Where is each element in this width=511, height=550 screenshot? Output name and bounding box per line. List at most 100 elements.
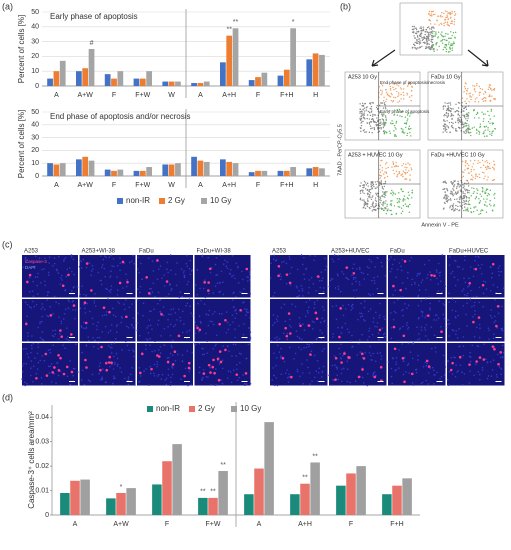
event-dot [389, 209, 391, 212]
event-dot [379, 197, 382, 199]
nucleus [194, 321, 197, 323]
event-dot [475, 128, 478, 131]
event-dot [364, 131, 366, 133]
event-dot [466, 90, 468, 92]
event-dot [478, 85, 480, 88]
event-dot [405, 126, 407, 129]
nucleus [148, 319, 151, 321]
event-dot [478, 131, 481, 133]
nucleus [431, 366, 434, 369]
y-tick-label: 0.01 [35, 487, 49, 494]
nucleus [320, 271, 323, 273]
event-dot [435, 31, 437, 33]
event-dot [375, 187, 377, 190]
event-dot [382, 193, 385, 195]
event-dot [361, 111, 363, 113]
nucleus [170, 313, 172, 316]
event-dot [366, 202, 368, 205]
nucleus [77, 371, 79, 373]
nucleus [441, 254, 444, 256]
nucleus [207, 314, 210, 316]
event-dot [397, 95, 399, 98]
event-dot [455, 103, 457, 106]
event-dot [474, 90, 477, 93]
nucleus [33, 265, 36, 268]
event-dot [475, 113, 478, 116]
nucleus [207, 376, 209, 379]
scale-bar [184, 337, 190, 338]
event-dot [416, 42, 418, 45]
event-dot [473, 191, 475, 193]
event-dot [483, 93, 485, 95]
nucleus [145, 348, 147, 351]
event-dot [444, 180, 446, 182]
event-dot [395, 135, 397, 137]
event-dot [452, 182, 454, 184]
event-dot [390, 204, 392, 207]
nucleus [131, 260, 133, 262]
nucleus [276, 344, 279, 347]
event-dot [479, 126, 481, 129]
event-dot [374, 208, 376, 211]
nucleus [490, 361, 492, 363]
nucleus [53, 262, 56, 265]
nucleus [322, 290, 325, 293]
nucleus [169, 352, 172, 355]
event-dot [393, 96, 395, 99]
nucleus [497, 267, 500, 269]
event-dot [493, 89, 496, 91]
nucleus [346, 277, 349, 280]
nucleus [236, 379, 239, 382]
nucleus [364, 320, 366, 322]
event-dot [489, 87, 492, 90]
nucleus [284, 372, 287, 375]
event-dot [493, 167, 495, 169]
nucleus [466, 325, 468, 327]
event-dot [473, 85, 476, 87]
caspase-signal [108, 355, 112, 359]
nucleus [27, 335, 29, 337]
nucleus [55, 268, 58, 271]
nucleus [454, 316, 457, 318]
event-dot [454, 121, 457, 124]
event-dot [403, 83, 405, 85]
event-dot [384, 202, 386, 204]
nucleus [214, 345, 216, 347]
nucleus [490, 375, 493, 377]
nucleus [126, 279, 129, 281]
event-dot [371, 117, 374, 120]
caspase-signal [285, 334, 289, 338]
event-dot [445, 197, 447, 199]
nucleus [462, 268, 464, 270]
nucleus [283, 360, 286, 363]
nucleus [442, 354, 445, 357]
event-dot [465, 208, 467, 211]
nucleus [74, 343, 77, 345]
event-dot [448, 107, 450, 109]
nucleus [418, 332, 420, 335]
nucleus [312, 282, 315, 285]
nucleus [381, 327, 384, 329]
x-tick-label: F+W [135, 182, 150, 189]
event-dot [379, 196, 381, 198]
event-dot [445, 39, 447, 42]
nucleus [131, 366, 134, 369]
nucleus [189, 273, 192, 276]
nucleus [200, 322, 202, 324]
event-dot [415, 27, 417, 29]
caspase-signal [85, 366, 88, 369]
event-dot [364, 102, 366, 105]
event-dot [399, 87, 402, 89]
event-dot [486, 160, 488, 162]
nucleus [481, 369, 484, 371]
nucleus [190, 312, 192, 314]
caspase-signal [244, 372, 248, 375]
event-dot [434, 23, 436, 25]
nucleus [166, 261, 169, 264]
nucleus [492, 337, 495, 339]
nucleus [53, 372, 55, 375]
caspase-signal [218, 322, 221, 326]
caspase-signal [213, 371, 216, 375]
event-dot [470, 195, 472, 197]
event-dot [463, 115, 465, 117]
